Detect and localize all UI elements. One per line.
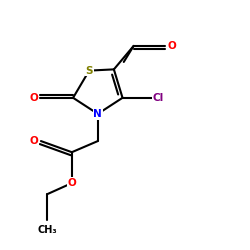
Text: O: O xyxy=(167,41,176,51)
Text: CH₃: CH₃ xyxy=(37,225,57,235)
Text: Cl: Cl xyxy=(153,93,164,103)
Text: O: O xyxy=(30,136,38,146)
Text: N: N xyxy=(94,109,102,119)
Text: O: O xyxy=(68,178,76,188)
Text: O: O xyxy=(29,93,38,103)
Text: S: S xyxy=(86,66,93,76)
